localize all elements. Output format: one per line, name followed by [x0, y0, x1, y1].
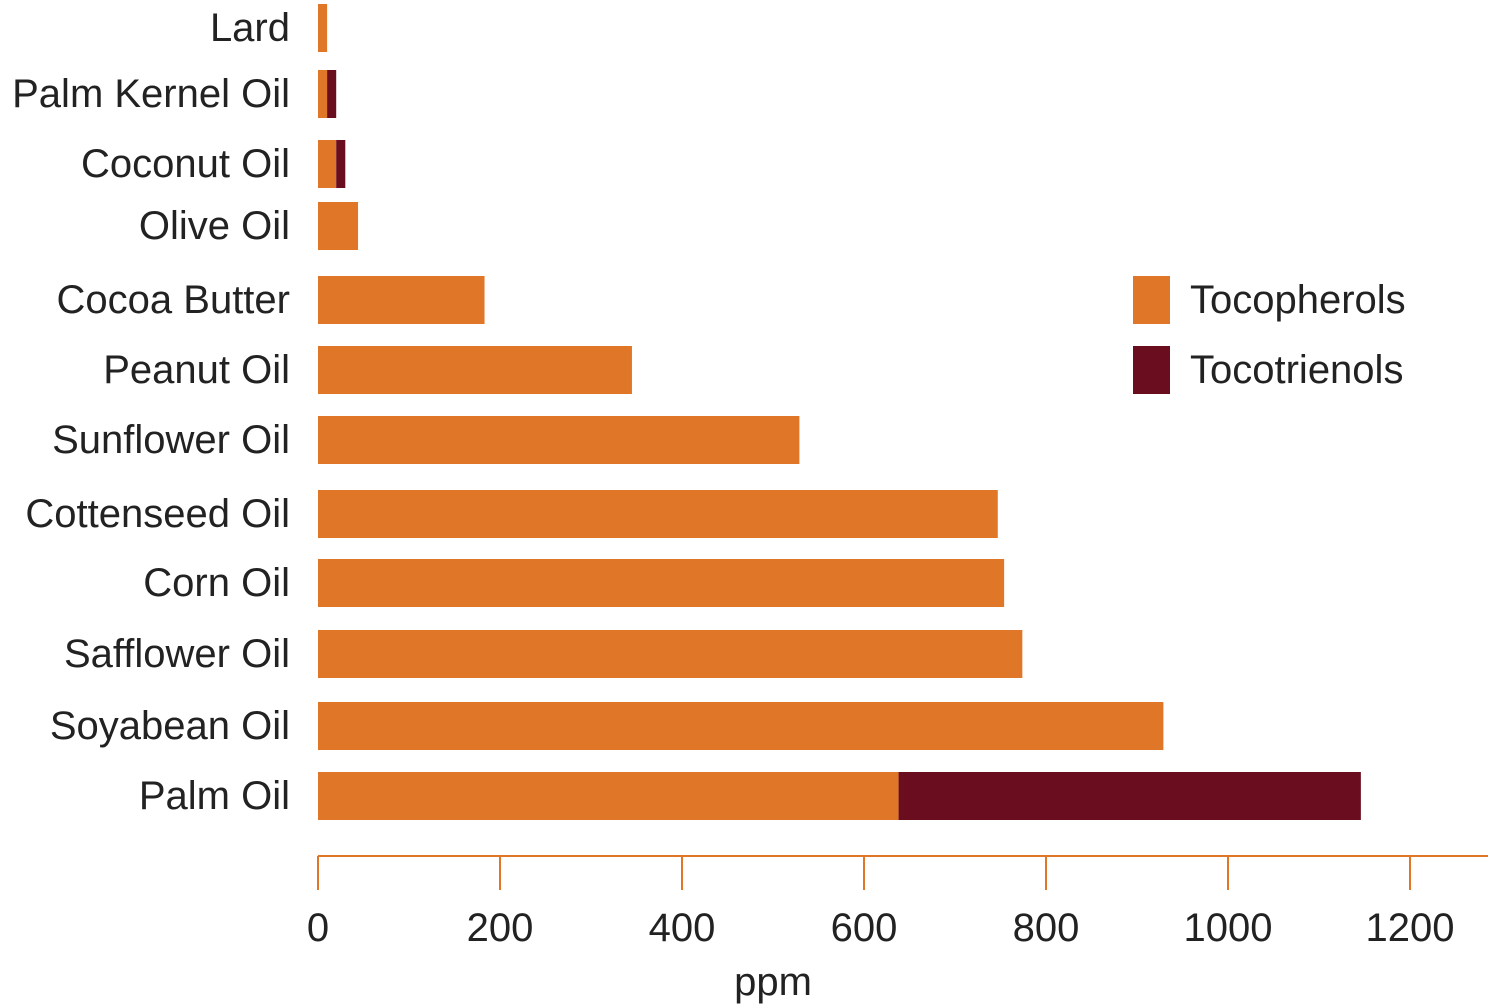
category-label-safflower-oil: Safflower Oil [64, 632, 290, 676]
bar-peanut-oil-tocopherols [318, 346, 632, 394]
category-label-cottenseed-oil: Cottenseed Oil [25, 492, 290, 536]
legend: Tocopherols Tocotrienols [1133, 276, 1406, 394]
bar-lard-tocopherols [318, 4, 328, 52]
legend-swatch-tocotrienols [1133, 346, 1170, 394]
category-label-lard: Lard [210, 6, 290, 50]
bar-coconut-oil-tocopherols [318, 140, 337, 188]
x-tick-label-800: 800 [1013, 906, 1080, 950]
bar-sunflower-oil-tocopherols [318, 416, 800, 464]
bar-palm-oil-tocopherols [318, 772, 899, 820]
bar-palm-kernel-oil-tocopherols [318, 70, 328, 118]
category-label-palm-oil: Palm Oil [139, 774, 290, 818]
bar-corn-oil-tocopherols [318, 559, 1005, 607]
bar-safflower-oil-tocopherols [318, 630, 1023, 678]
bar-olive-oil-tocopherols [318, 202, 359, 250]
category-label-soyabean-oil: Soyabean Oil [50, 704, 290, 748]
category-label-peanut-oil: Peanut Oil [103, 348, 290, 392]
bar-soyabean-oil-tocopherols [318, 702, 1164, 750]
x-tick-label-1000: 1000 [1184, 906, 1273, 950]
category-label-palm-kernel-oil: Palm Kernel Oil [12, 72, 290, 116]
category-label-olive-oil: Olive Oil [139, 204, 290, 248]
x-axis-ticks: 0 200 400 600 800 1000 1200 [307, 856, 1455, 950]
category-label-corn-oil: Corn Oil [143, 561, 290, 605]
category-label-sunflower-oil: Sunflower Oil [52, 418, 290, 462]
x-tick-label-600: 600 [831, 906, 898, 950]
bar-coconut-oil-tocotrienols [336, 140, 346, 188]
legend-label-tocopherols: Tocopherols [1190, 278, 1406, 322]
category-labels: Lard Palm Kernel Oil Coconut Oil Olive Oil C… [12, 6, 290, 818]
category-label-cocoa-butter: Cocoa Butter [57, 278, 290, 322]
bar-palm-kernel-oil-tocotrienols [327, 70, 337, 118]
bar-cottenseed-oil-tocopherols [318, 490, 998, 538]
x-axis: 0 200 400 600 800 1000 1200 ppm [307, 855, 1488, 1004]
bars-layer [318, 4, 1361, 820]
bar-palm-oil-tocotrienols [898, 772, 1361, 820]
legend-label-tocotrienols: Tocotrienols [1190, 348, 1403, 392]
x-tick-label-400: 400 [649, 906, 716, 950]
x-tick-label-200: 200 [467, 906, 534, 950]
x-tick-label-1200: 1200 [1366, 906, 1455, 950]
category-label-coconut-oil: Coconut Oil [81, 142, 290, 186]
bar-cocoa-butter-tocopherols [318, 276, 485, 324]
legend-swatch-tocopherols [1133, 276, 1170, 324]
x-axis-title: ppm [734, 960, 812, 1004]
x-tick-label-0: 0 [307, 906, 329, 950]
